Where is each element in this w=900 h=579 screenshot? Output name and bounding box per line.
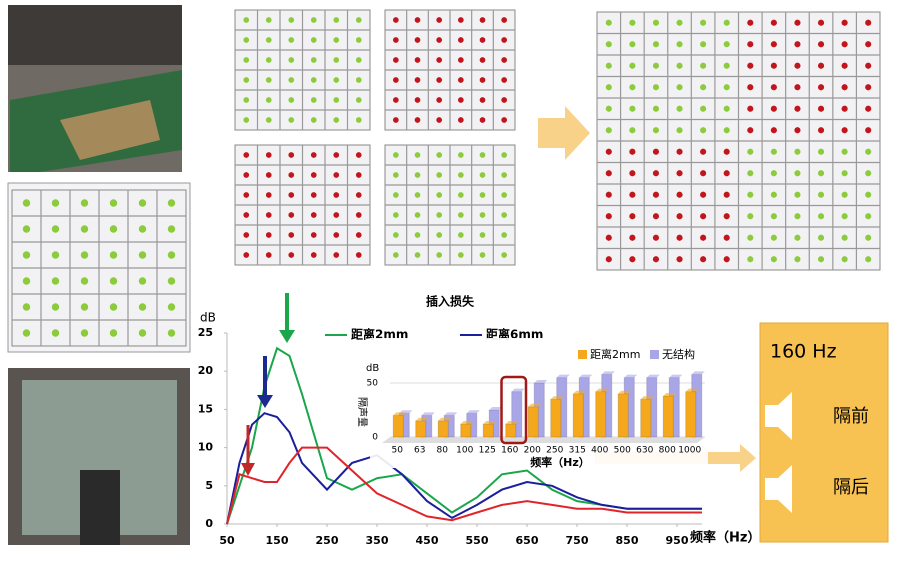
x-tick-label: 630 <box>636 446 653 456</box>
x-tick-label: 50 <box>219 534 235 547</box>
x-tick-label: 63 <box>414 446 425 456</box>
panel-frequency: 160 Hz <box>770 341 837 363</box>
bar <box>685 391 697 438</box>
x-tick-label: 250 <box>546 446 563 456</box>
x-axis-label: 频率（Hz） <box>690 530 760 546</box>
x-tick-label: 125 <box>479 446 496 456</box>
x-tick-label: 950 <box>666 534 689 547</box>
legend-label: 距离6mm <box>486 327 543 342</box>
unit-grids <box>234 9 881 271</box>
y-tick-label: 50 <box>367 379 379 389</box>
legend-label: 无结构 <box>662 347 695 361</box>
photo-device <box>8 368 190 545</box>
x-tick-label: 200 <box>524 446 541 456</box>
y-tick-label: 5 <box>205 479 213 492</box>
legend-label: 距离2mm <box>590 347 640 361</box>
x-tick-label: 350 <box>366 534 389 547</box>
x-tick-label: 100 <box>456 446 473 456</box>
bar <box>550 398 562 438</box>
bar <box>392 414 404 438</box>
x-tick-label: 400 <box>591 446 608 456</box>
legend-swatch <box>578 350 587 359</box>
y-tick-label: 25 <box>198 326 213 339</box>
x-tick-label: 250 <box>316 534 339 547</box>
peak-arrows <box>241 293 295 476</box>
x-tick-label: 800 <box>659 446 676 456</box>
y-axis-label: dB <box>200 311 216 325</box>
line-chart: 插入损失 dB 频率（Hz） 0 5 10 15 20 25 50 150 250 350 450 550 6… <box>198 294 761 548</box>
bar <box>640 398 652 438</box>
bar <box>460 423 472 438</box>
photo-room <box>8 5 182 172</box>
x-tick-label: 550 <box>466 534 489 547</box>
y-tick-label: 20 <box>198 364 214 377</box>
x-axis-label: 频率（Hz） <box>530 455 590 469</box>
x-tick-label: 500 <box>614 446 631 456</box>
y-tick-label: 10 <box>198 441 214 454</box>
bar <box>662 395 674 438</box>
x-tick-label: 150 <box>266 534 289 547</box>
bar <box>415 420 427 438</box>
x-tick-label: 50 <box>392 446 404 456</box>
x-tick-label: 315 <box>569 446 586 456</box>
bar <box>572 393 584 438</box>
line-series <box>226 446 702 525</box>
x-tick-label: 450 <box>416 534 439 547</box>
bar <box>527 406 539 438</box>
x-tick-label: 650 <box>516 534 539 547</box>
legend-label: 距离2mm <box>351 327 408 342</box>
bar <box>617 393 629 438</box>
arrow <box>538 106 590 160</box>
y-axis-label: 隔声量 <box>356 397 369 427</box>
chart-title: 插入损失 <box>426 294 475 309</box>
line-series <box>226 412 702 525</box>
y-tick-label: 15 <box>198 402 213 415</box>
x-tick-label: 80 <box>437 446 449 456</box>
x-tick-label: 850 <box>616 534 639 547</box>
panel-grid-diagram <box>7 182 191 353</box>
bar <box>437 420 449 438</box>
x-tick-label: 1000 <box>678 446 701 456</box>
y-tick-label: 0 <box>372 433 378 443</box>
bar <box>482 423 494 438</box>
x-tick-label: 160 <box>501 446 518 456</box>
y-tick-label: 0 <box>205 517 213 530</box>
panel-after: 隔后 <box>833 477 869 498</box>
result-panel: 160 Hz 隔前 隔后 <box>759 322 889 543</box>
panel-before: 隔前 <box>833 406 869 427</box>
x-tick-label: 750 <box>566 534 589 547</box>
bar <box>505 423 517 438</box>
bar <box>595 391 607 438</box>
legend-swatch <box>650 350 659 359</box>
y-axis-unit: dB <box>366 363 379 374</box>
